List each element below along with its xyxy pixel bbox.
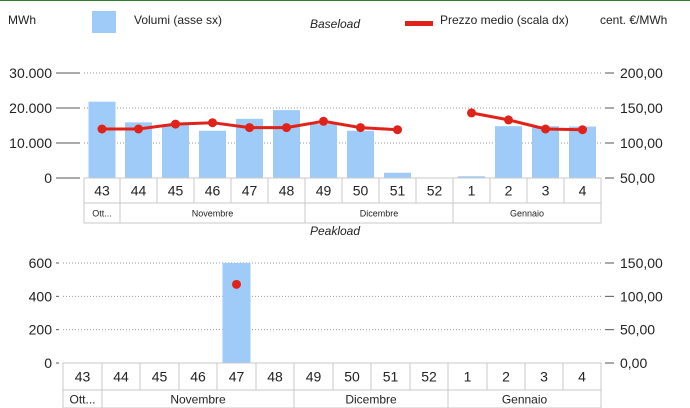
baseload-price-point-3 <box>541 125 550 134</box>
baseload-category-label-52: 52 <box>427 183 443 199</box>
peakload-month-label: Novembre <box>170 393 226 407</box>
peakload-category-label-44: 44 <box>113 369 129 385</box>
baseload-category-label-50: 50 <box>353 183 369 199</box>
baseload-category-label-51: 51 <box>390 183 406 199</box>
baseload-bar-50 <box>347 131 374 178</box>
peakload-category-label-2: 2 <box>502 369 510 385</box>
baseload-price-point-50 <box>356 123 365 132</box>
baseload-bar-43 <box>89 102 116 178</box>
baseload-left-tick-label: 30.000 <box>9 65 52 81</box>
baseload-price-point-48 <box>282 123 291 132</box>
baseload-left-tick-label: 0 <box>44 170 52 186</box>
peakload-category-label-49: 49 <box>306 369 322 385</box>
baseload-category-label-48: 48 <box>279 183 295 199</box>
baseload-left-tick-label: 20.000 <box>9 100 52 116</box>
baseload-price-point-46 <box>208 118 217 127</box>
baseload-right-tick-label: 200,00 <box>620 65 663 81</box>
peakload-right-tick-label: 50,00 <box>620 322 655 338</box>
peakload-category-label-1: 1 <box>464 369 472 385</box>
baseload-category-label-47: 47 <box>242 183 258 199</box>
baseload-right-tick-label: 50,00 <box>620 170 655 186</box>
baseload-price-point-1 <box>467 108 476 117</box>
baseload-left-tick-label: 10.000 <box>9 135 52 151</box>
baseload-bar-2 <box>495 126 522 178</box>
baseload-category-label-45: 45 <box>168 183 184 199</box>
baseload-category-label-46: 46 <box>205 183 221 199</box>
baseload-title: Baseload <box>310 17 360 31</box>
peakload-bar-47 <box>223 263 251 363</box>
baseload-price-point-47 <box>245 123 254 132</box>
peakload-right-tick-label: 0,00 <box>620 355 647 371</box>
peakload-category-label-52: 52 <box>421 369 437 385</box>
baseload-bar-46 <box>199 131 226 178</box>
baseload-category-label-3: 3 <box>542 183 550 199</box>
baseload-price-line <box>472 113 583 130</box>
peakload-category-label-51: 51 <box>383 369 399 385</box>
baseload-bar-51 <box>384 173 411 178</box>
peakload-month-label: Dicembre <box>345 393 397 407</box>
peakload-left-tick-label: 600 <box>29 255 53 271</box>
peakload-price-point-47 <box>232 280 241 289</box>
peakload-category-label-47: 47 <box>229 369 245 385</box>
baseload-bar-49 <box>310 124 337 178</box>
peakload-category-label-43: 43 <box>75 369 91 385</box>
peakload-left-tick-label: 0 <box>44 355 52 371</box>
baseload-bar-48 <box>273 110 300 178</box>
baseload-right-tick-label: 100,00 <box>620 135 663 151</box>
baseload-category-label-43: 43 <box>94 183 110 199</box>
peakload-category-label-50: 50 <box>344 369 360 385</box>
baseload-month-label: Gennaio <box>510 208 544 218</box>
baseload-price-point-44 <box>134 125 143 134</box>
peakload-category-label-46: 46 <box>190 369 206 385</box>
baseload-bar-4 <box>569 127 596 178</box>
baseload-month-label: Dicembre <box>360 208 399 218</box>
baseload-price-point-51 <box>393 125 402 134</box>
peakload-category-label-48: 48 <box>267 369 283 385</box>
baseload-price-point-49 <box>319 117 328 126</box>
peakload-month-label: Gennaio <box>502 393 548 407</box>
baseload-category-label-1: 1 <box>468 183 476 199</box>
peakload-category-label-4: 4 <box>578 369 586 385</box>
peakload-category-label-45: 45 <box>152 369 168 385</box>
baseload-right-tick-label: 150,00 <box>620 100 663 116</box>
baseload-price-point-2 <box>504 115 513 124</box>
peakload-category-label-3: 3 <box>540 369 548 385</box>
baseload-category-label-49: 49 <box>316 183 332 199</box>
peakload-left-tick-label: 400 <box>29 288 53 304</box>
baseload-category-label-2: 2 <box>505 183 513 199</box>
peakload-title: Peakload <box>310 224 360 238</box>
baseload-price-point-4 <box>578 125 587 134</box>
baseload-bar-3 <box>532 126 559 178</box>
baseload-price-point-45 <box>171 120 180 129</box>
peakload-left-tick-label: 200 <box>29 322 53 338</box>
baseload-month-label: Novembre <box>192 208 234 218</box>
peakload-right-tick-label: 100,00 <box>620 288 663 304</box>
peakload-month-label: Ott... <box>69 393 95 407</box>
baseload-category-label-4: 4 <box>579 183 587 199</box>
baseload-price-point-43 <box>98 125 107 134</box>
baseload-month-label: Ott... <box>92 208 112 218</box>
baseload-bar-45 <box>162 124 189 178</box>
baseload-category-label-44: 44 <box>131 183 147 199</box>
peakload-right-tick-label: 150,00 <box>620 255 663 271</box>
